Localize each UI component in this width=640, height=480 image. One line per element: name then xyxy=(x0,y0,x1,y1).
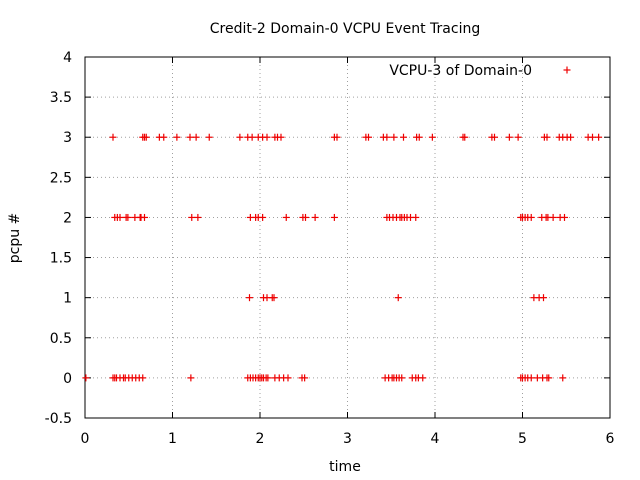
data-point xyxy=(186,133,194,141)
data-point xyxy=(282,213,290,221)
data-point xyxy=(461,133,469,141)
grid xyxy=(85,57,610,418)
y-tick-label: 0 xyxy=(63,371,72,387)
x-tick-label: 5 xyxy=(518,431,527,447)
data-point xyxy=(141,213,148,221)
data-point xyxy=(428,133,436,141)
data-point xyxy=(390,133,398,141)
data-point xyxy=(545,374,553,382)
y-tick-label: 0.5 xyxy=(50,331,72,347)
data-points xyxy=(82,133,603,382)
data-point xyxy=(263,133,271,141)
data-point xyxy=(365,133,372,141)
data-point xyxy=(491,133,498,141)
y-tick-label: 1.5 xyxy=(50,251,72,267)
data-point xyxy=(270,294,278,302)
legend-marker-symbol xyxy=(563,66,571,74)
data-point xyxy=(142,133,150,141)
data-point xyxy=(236,133,244,141)
data-point xyxy=(302,213,309,221)
data-point xyxy=(160,133,168,141)
data-point xyxy=(398,374,406,382)
y-tick-label: 1 xyxy=(63,291,72,307)
data-point xyxy=(394,294,402,302)
data-point xyxy=(527,213,535,221)
data-point xyxy=(549,213,557,221)
data-point xyxy=(567,133,575,141)
data-point xyxy=(284,374,292,382)
data-point xyxy=(527,374,535,382)
data-point xyxy=(595,133,603,141)
data-point xyxy=(383,133,391,141)
legend-label: VCPU-3 of Domain-0 xyxy=(389,63,532,79)
x-tick-label: 4 xyxy=(431,431,440,447)
chart-title: Credit-2 Domain-0 VCPU Event Tracing xyxy=(210,21,480,37)
data-point xyxy=(277,133,285,141)
data-point xyxy=(514,133,522,141)
data-point xyxy=(540,294,547,302)
x-tick-label: 2 xyxy=(256,431,265,447)
data-point xyxy=(194,213,202,221)
tick-labels: 0 1 2 3 4 5 6 -0.5 0 0.5 1 1.5 2 2.5 3 3.5 4 xyxy=(45,50,615,447)
x-axis-title: time xyxy=(329,459,361,475)
data-point xyxy=(505,133,513,141)
data-point xyxy=(400,133,407,141)
y-tick-label: 2 xyxy=(63,210,72,226)
y-tick-label: -0.5 xyxy=(45,411,72,427)
data-point xyxy=(419,374,427,382)
y-tick-label: 4 xyxy=(63,50,72,66)
data-point xyxy=(109,133,117,141)
x-tick-label: 1 xyxy=(168,431,177,447)
x-tick-label: 6 xyxy=(606,431,615,447)
y-axis-title: pcpu # xyxy=(7,213,23,264)
data-point xyxy=(246,294,253,302)
data-point xyxy=(543,133,551,141)
data-point xyxy=(139,374,147,382)
y-tick-label: 3 xyxy=(63,130,72,146)
data-point xyxy=(248,133,256,141)
data-point xyxy=(82,374,90,382)
legend-marker xyxy=(563,66,571,74)
data-point xyxy=(561,213,568,221)
data-point xyxy=(415,133,423,141)
data-point xyxy=(205,133,213,141)
data-point xyxy=(412,213,420,221)
data-point xyxy=(330,213,338,221)
data-point xyxy=(116,213,124,221)
data-point xyxy=(192,133,200,141)
data-point xyxy=(333,133,341,141)
data-point xyxy=(589,133,596,141)
data-point xyxy=(264,374,272,382)
data-point xyxy=(311,213,319,221)
y-tick-label: 3.5 xyxy=(50,90,72,106)
y-tick-label: 2.5 xyxy=(50,170,72,186)
data-point xyxy=(559,374,567,382)
data-point xyxy=(301,374,309,382)
data-point xyxy=(124,213,132,221)
data-point xyxy=(173,133,181,141)
data-point xyxy=(187,374,195,382)
legend: VCPU-3 of Domain-0 xyxy=(389,63,571,79)
data-point xyxy=(188,213,196,221)
x-tick-label: 3 xyxy=(343,431,352,447)
x-tick-label: 0 xyxy=(81,431,90,447)
data-point xyxy=(259,213,267,221)
